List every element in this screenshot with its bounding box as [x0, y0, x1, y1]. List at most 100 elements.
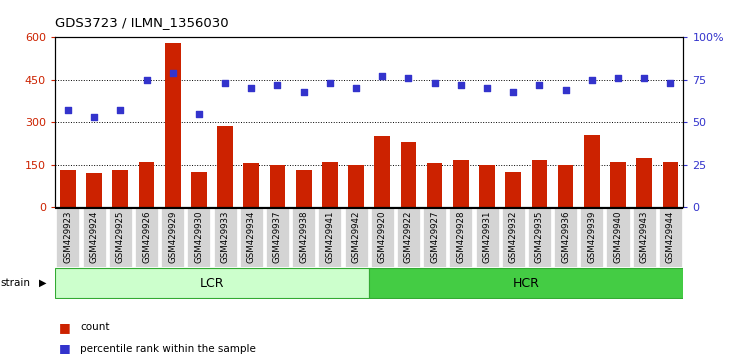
Bar: [164, 43, 181, 207]
Point: [115, 107, 126, 113]
Point: [167, 70, 178, 76]
Bar: [374, 136, 390, 207]
Point: [507, 89, 519, 95]
Text: GSM429941: GSM429941: [325, 211, 334, 263]
Bar: [584, 135, 599, 207]
Text: GSM429924: GSM429924: [90, 211, 99, 263]
Point: [560, 87, 572, 93]
Bar: [632, 208, 656, 267]
Bar: [607, 208, 629, 267]
Text: ■: ■: [58, 342, 70, 354]
Bar: [423, 208, 446, 267]
Point: [62, 107, 74, 113]
Bar: [427, 163, 442, 207]
Bar: [531, 160, 548, 207]
Text: GDS3723 / ILMN_1356030: GDS3723 / ILMN_1356030: [55, 16, 229, 29]
Bar: [217, 126, 233, 207]
Text: percentile rank within the sample: percentile rank within the sample: [80, 344, 257, 354]
Bar: [348, 165, 364, 207]
Bar: [187, 208, 211, 267]
Point: [455, 82, 466, 87]
Text: GSM429938: GSM429938: [299, 211, 308, 263]
Point: [219, 80, 231, 86]
Bar: [139, 162, 154, 207]
Text: GSM429936: GSM429936: [561, 211, 570, 263]
Text: count: count: [80, 322, 110, 332]
Text: GSM429935: GSM429935: [535, 211, 544, 263]
Point: [638, 75, 650, 81]
Bar: [191, 172, 207, 207]
Text: GSM429937: GSM429937: [273, 211, 282, 263]
Bar: [135, 208, 158, 267]
Text: GSM429933: GSM429933: [221, 211, 230, 263]
Point: [350, 85, 362, 91]
Text: strain: strain: [1, 278, 31, 288]
Bar: [292, 208, 315, 267]
Bar: [475, 208, 499, 267]
Text: GSM429929: GSM429929: [168, 211, 177, 263]
Point: [324, 80, 336, 86]
Point: [140, 77, 152, 82]
Text: LCR: LCR: [200, 277, 224, 290]
Bar: [450, 208, 472, 267]
Point: [664, 80, 676, 86]
Bar: [55, 268, 369, 298]
Bar: [161, 208, 184, 267]
Text: GSM429928: GSM429928: [456, 211, 466, 263]
Bar: [453, 160, 469, 207]
Bar: [113, 170, 128, 207]
Bar: [56, 208, 80, 267]
Point: [298, 89, 309, 95]
Text: GSM429932: GSM429932: [509, 211, 518, 263]
Text: ■: ■: [58, 321, 70, 334]
Bar: [397, 208, 420, 267]
Text: ▶: ▶: [39, 278, 46, 288]
Bar: [528, 208, 551, 267]
Text: GSM429942: GSM429942: [352, 211, 360, 263]
Bar: [109, 208, 132, 267]
Point: [272, 82, 284, 87]
Text: GSM429939: GSM429939: [587, 211, 596, 263]
Point: [612, 75, 624, 81]
Bar: [659, 208, 682, 267]
Text: GSM429943: GSM429943: [640, 211, 648, 263]
Text: GSM429934: GSM429934: [247, 211, 256, 263]
Point: [193, 111, 205, 116]
Text: GSM429931: GSM429931: [482, 211, 491, 263]
Bar: [266, 208, 289, 267]
Bar: [580, 208, 603, 267]
Bar: [213, 208, 237, 267]
Bar: [662, 162, 678, 207]
Point: [246, 85, 257, 91]
Bar: [60, 170, 76, 207]
Bar: [322, 162, 338, 207]
Text: GSM429927: GSM429927: [430, 211, 439, 263]
Text: GSM429925: GSM429925: [115, 211, 125, 263]
Bar: [270, 165, 285, 207]
Bar: [240, 208, 263, 267]
Bar: [86, 173, 102, 207]
Bar: [401, 142, 416, 207]
Text: GSM429923: GSM429923: [64, 211, 72, 263]
Bar: [369, 268, 683, 298]
Bar: [554, 208, 577, 267]
Text: GSM429920: GSM429920: [378, 211, 387, 263]
Point: [534, 82, 545, 87]
Text: GSM429922: GSM429922: [404, 211, 413, 263]
Bar: [344, 208, 368, 267]
Text: GSM429930: GSM429930: [194, 211, 203, 263]
Point: [586, 77, 598, 82]
Point: [403, 75, 414, 81]
Bar: [610, 162, 626, 207]
Bar: [243, 163, 259, 207]
Bar: [296, 170, 311, 207]
Point: [481, 85, 493, 91]
Point: [376, 73, 388, 79]
Text: GSM429940: GSM429940: [613, 211, 623, 263]
Bar: [501, 208, 525, 267]
Text: GSM429944: GSM429944: [666, 211, 675, 263]
Bar: [371, 208, 394, 267]
Bar: [318, 208, 341, 267]
Bar: [480, 165, 495, 207]
Bar: [558, 165, 573, 207]
